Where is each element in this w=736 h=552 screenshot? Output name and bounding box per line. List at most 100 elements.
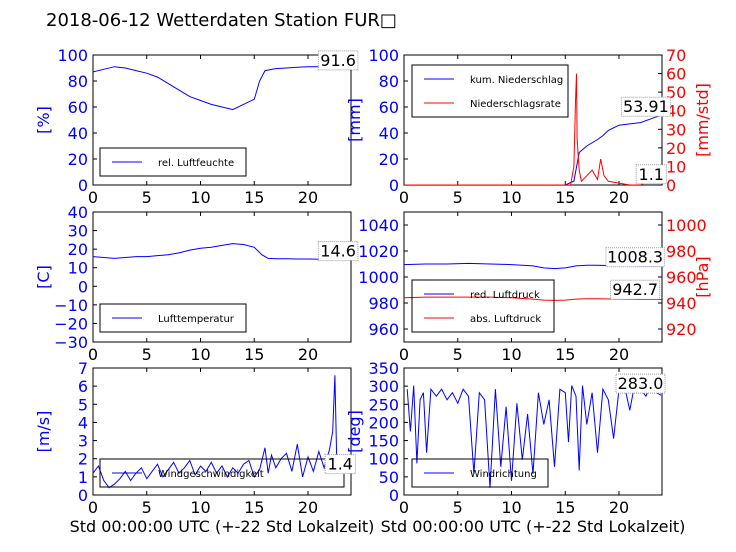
plot-frame <box>92 367 352 496</box>
x-tick-label: 15 <box>555 345 575 364</box>
y-tick-label: 20 <box>379 150 399 169</box>
y-tick-label-right: 10 <box>666 157 686 176</box>
series-line-1 <box>406 380 662 488</box>
legend-box <box>411 458 549 488</box>
x-tick-label: 0 <box>88 498 98 517</box>
y-tick-label: 0 <box>389 176 399 195</box>
y-tick-label: 80 <box>68 72 88 91</box>
annotation-label: 14.6 <box>320 242 356 261</box>
annotation-box <box>324 454 356 475</box>
y-tick-label: −30 <box>54 333 88 352</box>
legend-label: rel. Luftfeuchte <box>158 158 234 169</box>
x-tick-label: 5 <box>453 498 463 517</box>
y-tick-label: 100 <box>57 46 88 65</box>
y-tick-label: 60 <box>68 98 88 117</box>
y-tick-label-right: 40 <box>666 102 686 121</box>
y-tick-label: 250 <box>368 395 399 414</box>
annotation-label: 1.1 <box>639 165 664 184</box>
y-tick-label: 960 <box>368 320 399 339</box>
y-axis-label: [mm] <box>345 98 364 142</box>
series-line-1 <box>93 375 351 489</box>
y-tick-label: −10 <box>54 296 88 315</box>
x-tick-label: 10 <box>501 188 521 207</box>
y-tick-label: 100 <box>368 450 399 469</box>
y-tick-label: 150 <box>368 432 399 451</box>
y-tick-label: 60 <box>379 98 399 117</box>
series-line-2 <box>404 296 662 301</box>
annotation-label: 53.91 <box>623 97 669 116</box>
x-tick-label: 10 <box>190 345 210 364</box>
panel-top-right: 0 5 10 15 20020406080100010203040506070[mm][… <box>345 46 712 207</box>
y-tick-label-right: 980 <box>666 242 697 261</box>
series-line-1 <box>404 114 662 185</box>
x-tick-label: 20 <box>609 345 629 364</box>
annotation-label: 1.4 <box>328 455 353 474</box>
annotation-box <box>317 50 359 71</box>
x-tick-label: 5 <box>453 188 463 207</box>
y-tick-label: 980 <box>368 294 399 313</box>
x-tick-label: 5 <box>142 345 152 364</box>
y-tick-label-right: 70 <box>666 46 686 65</box>
legend-label: Lufttemperatur <box>158 314 235 325</box>
x-tick-label: 10 <box>190 188 210 207</box>
annotation-box <box>317 241 359 262</box>
y-tick-label: 1040 <box>358 216 399 235</box>
y-tick-label: 80 <box>379 72 399 91</box>
legend-label: kum. Niederschlag <box>470 75 563 86</box>
y-tick-label-right: 960 <box>666 268 697 287</box>
series-line-1 <box>93 65 350 111</box>
legend-label: abs. Luftdruck <box>470 314 541 325</box>
x-tick-label: 15 <box>555 188 575 207</box>
y-tick-label-right: 20 <box>666 139 686 158</box>
legend-box <box>99 147 247 177</box>
x-tick-label: 10 <box>501 498 521 517</box>
y-tick-label: 300 <box>368 377 399 396</box>
x-tick-label: 20 <box>609 188 629 207</box>
annotation-box <box>610 279 661 300</box>
plot-frame <box>403 367 663 496</box>
legend-box <box>411 279 555 333</box>
y-tick-label: 4 <box>78 413 88 432</box>
legend-box <box>99 303 247 333</box>
y-axis-label: [m/s] <box>34 411 53 453</box>
y-tick-label-right: 50 <box>666 83 686 102</box>
y-axis-label: [C] <box>34 265 53 289</box>
x-tick-label: 15 <box>244 345 264 364</box>
y-tick-label-right: 1000 <box>666 216 707 235</box>
series-line-1 <box>93 243 350 260</box>
y-tick-label-right: 30 <box>666 120 686 139</box>
y-tick-label: 20 <box>68 150 88 169</box>
x-tick-label: 10 <box>501 345 521 364</box>
y-tick-label: 3 <box>78 432 88 451</box>
x-tick-label: 0 <box>399 498 409 517</box>
x-tick-label: 20 <box>609 498 629 517</box>
y-tick-label: 0 <box>78 486 88 505</box>
annotation-box <box>635 164 667 185</box>
y-tick-label: 50 <box>379 468 399 487</box>
annotation-box <box>605 247 665 268</box>
y-tick-label-right: 920 <box>666 320 697 339</box>
x-tick-label: 15 <box>244 498 264 517</box>
x-tick-label: 15 <box>244 188 264 207</box>
y-axis-label: [deg] <box>345 410 364 453</box>
y-tick-label: 0 <box>389 486 399 505</box>
y-tick-label: 350 <box>368 359 399 378</box>
x-tick-label: 0 <box>88 345 98 364</box>
y-tick-label: 1020 <box>358 242 399 261</box>
y-tick-label: 7 <box>78 359 88 378</box>
x-tick-label: 0 <box>88 188 98 207</box>
y-tick-label: 2 <box>78 450 88 469</box>
y-tick-label: 200 <box>368 413 399 432</box>
panel-middle-left: 0 5 10 15 20−30−20−10010203040[C]Lufttempera… <box>34 203 359 364</box>
x-tick-label: 15 <box>555 498 575 517</box>
y-tick-label: 10 <box>68 259 88 278</box>
y-tick-label: 20 <box>68 240 88 259</box>
y-tick-label: 1 <box>78 468 88 487</box>
x-axis-label: Std 00:00:00 UTC (+-22 Std Lokalzeit) <box>381 517 686 536</box>
x-tick-label: 5 <box>453 345 463 364</box>
